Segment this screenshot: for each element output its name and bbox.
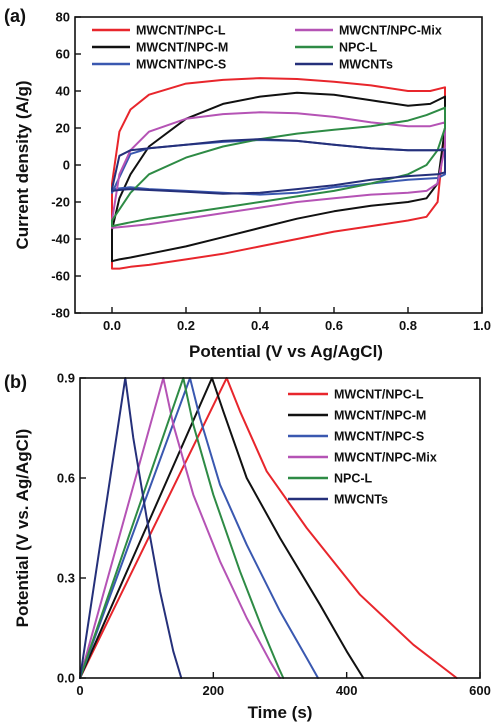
y-tick-label-b-3: 0.9	[57, 371, 75, 386]
y-tick-label-b-0: 0.0	[57, 671, 75, 686]
x-tick-label-b-0: 0	[76, 683, 83, 698]
panel-a-plot-area	[111, 77, 446, 270]
legend-label-a-mwcnt-npc-s: MWCNT/NPC-S	[136, 58, 226, 72]
panel-a-y-axis-label: Current density (A/g)	[13, 80, 32, 249]
legend-label-b-mwcnt-npc-s: MWCNT/NPC-S	[334, 430, 424, 444]
panel-b-frame	[79, 377, 481, 679]
legend-label-a-mwcnt-npc-mix: MWCNT/NPC-Mix	[339, 24, 442, 38]
panel-b-y-axis-label: Potential (V vs. Ag/AgCl)	[13, 429, 32, 628]
panel-b-ticks: 0 200 400 600 0.0 0.3 0.6 0.9	[57, 371, 491, 699]
x-tick-label-b-2: 400	[336, 683, 358, 698]
x-tick-label-a-1: 0.2	[177, 318, 195, 333]
panel-a-legend: MWCNT/NPC-L MWCNT/NPC-M MWCNT/NPC-S MWCNT/N…	[92, 24, 442, 72]
y-tick-label-a-6: 40	[56, 84, 70, 99]
y-tick-label-a-1: -60	[51, 269, 70, 284]
y-tick-label-a-8: 80	[56, 10, 70, 25]
panel-b-x-axis-label: Time (s)	[248, 703, 313, 722]
panel-b-legend: MWCNT/NPC-L MWCNT/NPC-M MWCNT/NPC-S MWCNT/N…	[288, 388, 437, 507]
panel-b-plot-area	[79, 377, 458, 679]
series-line-b-mwcnt-npc-l	[79, 377, 458, 679]
legend-label-b-mwcnts: MWCNTs	[334, 493, 388, 507]
series-line-a-npc-l	[111, 106, 446, 228]
series-line-b-mwcnt-npc-mix	[79, 377, 281, 679]
series-line-b-npc-l	[79, 377, 285, 679]
legend-label-a-mwcnt-npc-l: MWCNT/NPC-L	[136, 24, 226, 38]
y-tick-label-a-3: -20	[51, 195, 70, 210]
legend-label-b-mwcnt-npc-m: MWCNT/NPC-M	[334, 409, 426, 423]
series-line-a-mwcnts	[111, 138, 446, 195]
series-line-b-mwcnt-npc-m	[79, 377, 365, 679]
legend-label-a-npc-l: NPC-L	[339, 41, 378, 55]
series-line-a-mwcnt-npc-mix	[111, 111, 446, 229]
panel-a-cyclic-voltammetry-chart: (a) 0.0 0.2 0.4 0.6 0.8 1.0 -80 -60 -40 -20 0 20 40 6…	[4, 6, 491, 361]
legend-label-b-mwcnt-npc-l: MWCNT/NPC-L	[334, 388, 424, 402]
legend-label-a-mwcnt-npc-m: MWCNT/NPC-M	[136, 41, 228, 55]
legend-label-a-mwcnts: MWCNTs	[339, 58, 393, 72]
x-tick-label-a-0: 0.0	[103, 318, 121, 333]
panel-a-label: (a)	[4, 6, 26, 26]
panel-a-ticks: 0.0 0.2 0.4 0.6 0.8 1.0 -80 -60 -40 -20 0 20 40 60 80	[51, 10, 491, 334]
y-tick-label-a-2: -40	[51, 232, 70, 247]
panel-b-label: (b)	[4, 372, 27, 392]
x-tick-label-a-3: 0.6	[325, 318, 343, 333]
y-tick-label-b-2: 0.6	[57, 471, 75, 486]
y-tick-label-b-1: 0.3	[57, 571, 75, 586]
legend-label-b-npc-l: NPC-L	[334, 472, 373, 486]
y-tick-label-a-7: 60	[56, 47, 70, 62]
x-tick-label-a-5: 1.0	[473, 318, 491, 333]
y-tick-label-a-4: 0	[63, 158, 70, 173]
series-line-a-mwcnt-npc-l	[111, 77, 446, 270]
x-tick-label-b-1: 200	[202, 683, 224, 698]
series-line-a-mwcnt-npc-m	[111, 91, 446, 263]
x-tick-label-b-3: 600	[469, 683, 491, 698]
panel-a-x-axis-label: Potential (V vs Ag/AgCl)	[189, 342, 383, 361]
series-line-b-mwcnt-npc-s	[79, 377, 319, 679]
y-tick-label-a-5: 20	[56, 121, 70, 136]
legend-label-b-mwcnt-npc-mix: MWCNT/NPC-Mix	[334, 451, 437, 465]
series-line-a-mwcnt-npc-s	[111, 139, 446, 196]
x-tick-label-a-4: 0.8	[399, 318, 417, 333]
x-tick-label-a-2: 0.4	[251, 318, 270, 333]
y-tick-label-a-0: -80	[51, 306, 70, 321]
